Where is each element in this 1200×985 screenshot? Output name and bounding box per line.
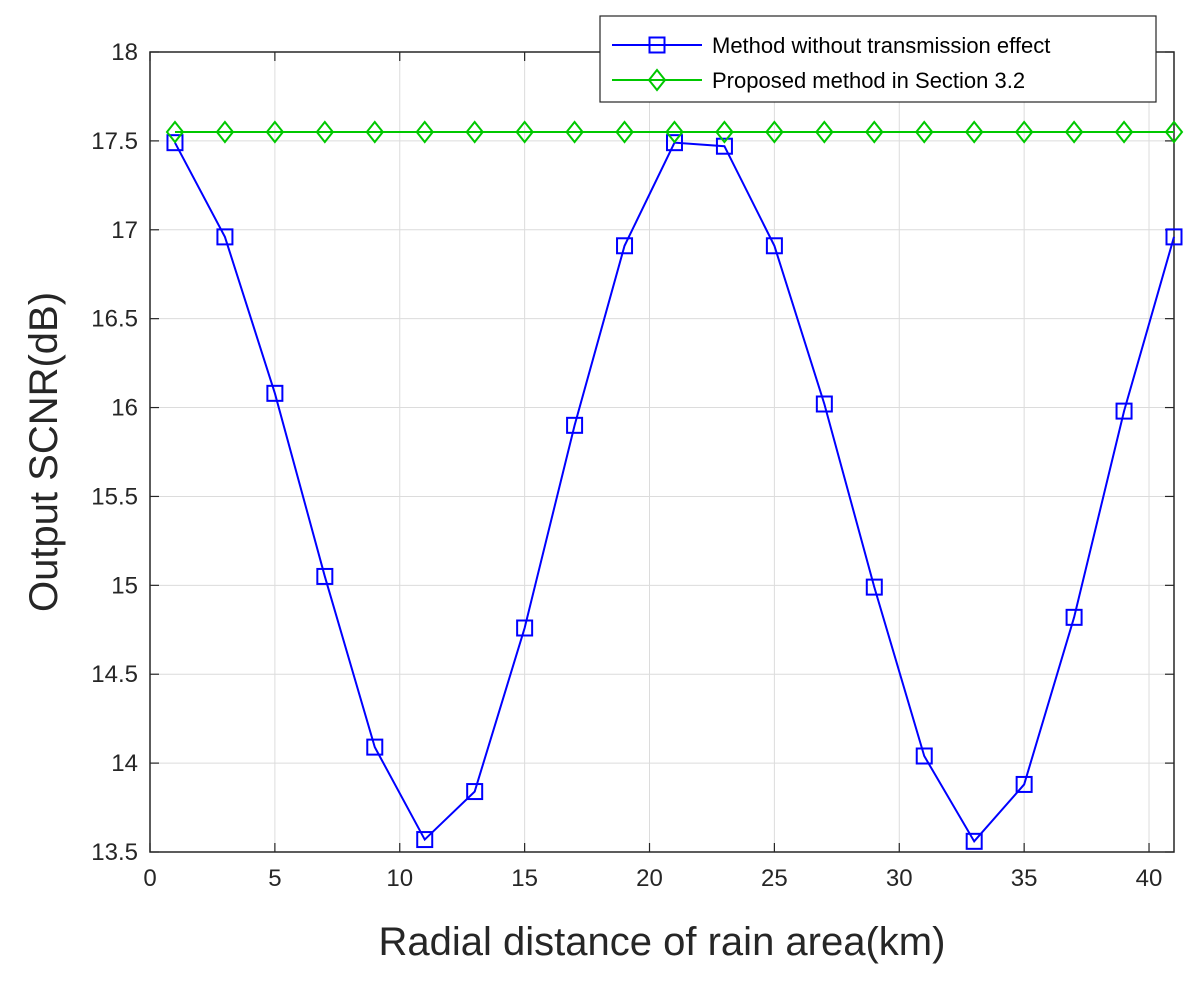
data-point-square — [466, 783, 484, 801]
data-point-diamond — [165, 120, 185, 144]
y-tick-label: 15 — [111, 572, 138, 599]
data-point-diamond — [515, 120, 534, 144]
series-proposed-method — [165, 120, 1184, 144]
x-tick-label: 30 — [886, 865, 913, 892]
data-point-diamond — [415, 120, 435, 144]
x-tick-label: 0 — [143, 865, 156, 892]
y-tick-label: 14.5 — [91, 661, 138, 688]
series-layer — [165, 120, 1184, 850]
data-point-square — [366, 738, 384, 756]
legend-marker-shape — [647, 68, 667, 92]
y-tick-label: 17 — [111, 217, 138, 244]
data-point-diamond — [1114, 120, 1134, 144]
x-tick-label: 25 — [761, 865, 788, 892]
data-point-square — [665, 134, 683, 152]
x-tick-label: 5 — [268, 865, 281, 892]
data-point-diamond — [615, 120, 634, 144]
data-point-diamond — [914, 120, 934, 144]
data-point-square — [516, 619, 534, 637]
data-point-square — [616, 237, 634, 255]
y-tick-label: 14 — [111, 750, 138, 777]
data-point-square — [1165, 228, 1183, 246]
data-point-square — [715, 137, 733, 155]
data-point-diamond — [765, 120, 784, 144]
x-tick-label: 35 — [1011, 865, 1038, 892]
legend-marker-shape — [648, 36, 666, 54]
data-point-square — [965, 832, 983, 850]
y-tick-label: 16 — [111, 395, 138, 422]
legend-label-proposed: Proposed method in Section 3.2 — [712, 68, 1025, 93]
data-point-diamond — [215, 120, 235, 144]
x-tick-label: 20 — [636, 865, 663, 892]
grid — [149, 51, 1174, 853]
data-point-diamond — [365, 120, 385, 144]
x-tick-label: 10 — [386, 865, 413, 892]
data-point-diamond — [1164, 120, 1184, 144]
y-tick-label: 16.5 — [91, 306, 138, 333]
data-point-square — [316, 567, 334, 585]
data-point-diamond — [865, 120, 884, 144]
data-point-diamond — [265, 120, 285, 144]
data-point-square — [566, 416, 584, 434]
legend-box — [599, 15, 1157, 103]
data-point-square — [1015, 775, 1033, 793]
data-point-square — [1115, 402, 1133, 420]
data-point-diamond — [565, 120, 584, 144]
legend-diamond-marker — [647, 68, 667, 92]
legend-label-method-without: Method without transmission effect — [712, 33, 1050, 58]
data-point-diamond — [465, 120, 484, 144]
y-axis-label: Output SCNR(dB) — [22, 292, 66, 612]
data-point-square — [266, 384, 284, 402]
x-tick-label: 40 — [1136, 865, 1163, 892]
data-point-diamond — [964, 120, 984, 144]
x-axis-label: Radial distance of rain area(km) — [379, 920, 946, 964]
legend: Method without transmission effect Propo… — [599, 15, 1157, 103]
x-axis: 0 5 10 15 20 25 30 35 40 — [143, 52, 1162, 892]
y-axis: 13.5 14 14.5 15 15.5 16 16.5 17 17.5 18 — [91, 39, 1174, 866]
data-point-diamond — [1014, 120, 1034, 144]
legend-square-marker — [648, 36, 666, 54]
x-tick-label: 15 — [511, 865, 538, 892]
data-point-square — [216, 228, 234, 246]
data-point-diamond — [315, 120, 335, 144]
data-point-square — [1065, 608, 1083, 626]
y-tick-label: 13.5 — [91, 839, 138, 866]
y-tick-label: 15.5 — [91, 483, 138, 510]
data-point-diamond — [815, 120, 834, 144]
data-point-square — [865, 578, 883, 596]
data-point-square — [765, 237, 783, 255]
y-tick-label: 18 — [111, 39, 138, 66]
data-point-square — [915, 747, 933, 765]
data-point-diamond — [1064, 120, 1084, 144]
data-point-square — [166, 134, 184, 152]
data-point-square — [815, 395, 833, 413]
data-point-square — [416, 831, 434, 849]
y-tick-label: 17.5 — [91, 128, 138, 155]
data-point-diamond — [715, 120, 734, 144]
plot-background — [150, 52, 1174, 852]
data-point-diamond — [665, 120, 684, 144]
